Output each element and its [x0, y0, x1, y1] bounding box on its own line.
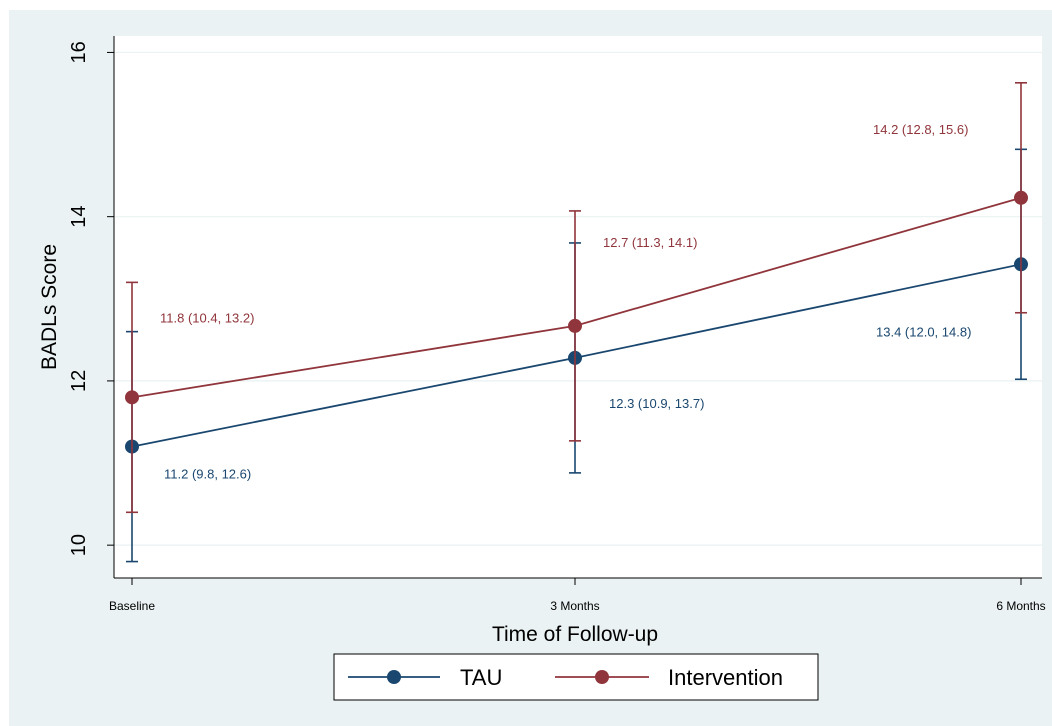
x-tick-label: Baseline: [109, 599, 155, 613]
chart-figure: 10 12 14 16 Baseline 3 Months 6 Months 11.2 (9…: [9, 10, 1052, 726]
series-intervention: [125, 82, 1028, 514]
data-point: [125, 390, 139, 405]
axes: 10 12 14 16 Baseline 3 Months 6 Months: [68, 36, 1046, 613]
x-axis-title: Time of Follow-up: [492, 623, 658, 646]
y-tick-label: 14: [68, 206, 90, 228]
plot-area: [114, 36, 1042, 578]
line-chart: 10 12 14 16 Baseline 3 Months 6 Months 11.2 (9…: [38, 36, 1046, 701]
data-point: [568, 318, 582, 333]
legend-swatch-marker: [387, 670, 401, 684]
data-label: 11.2 (9.8, 12.6): [164, 467, 251, 482]
legend-label: TAU: [460, 665, 502, 690]
data-label: 11.8 (10.4, 13.2): [160, 310, 254, 325]
legend-swatch-marker: [595, 670, 609, 684]
x-tick-label: 6 Months: [996, 599, 1045, 613]
data-label: 14.2 (12.8, 15.6): [873, 122, 968, 137]
gridlines: [114, 51, 1042, 546]
series-layer: [125, 82, 1028, 563]
y-tick-label: 12: [68, 370, 90, 392]
data-label: 12.3 (10.9, 13.7): [609, 396, 704, 411]
data-label: 12.7 (11.3, 14.1): [603, 235, 697, 250]
y-tick-label: 16: [68, 41, 90, 63]
x-tick-label: 3 Months: [550, 599, 599, 613]
y-axis-title: BADLs Score: [38, 244, 61, 370]
data-labels: 11.2 (9.8, 12.6) 12.3 (10.9, 13.7) 13.4 (1…: [160, 122, 971, 482]
legend-label: Intervention: [668, 665, 783, 690]
data-point: [1014, 190, 1028, 205]
data-label: 13.4 (12.0, 14.8): [876, 324, 971, 339]
y-tick-label: 10: [68, 534, 90, 556]
legend: TAU Intervention: [333, 653, 819, 701]
